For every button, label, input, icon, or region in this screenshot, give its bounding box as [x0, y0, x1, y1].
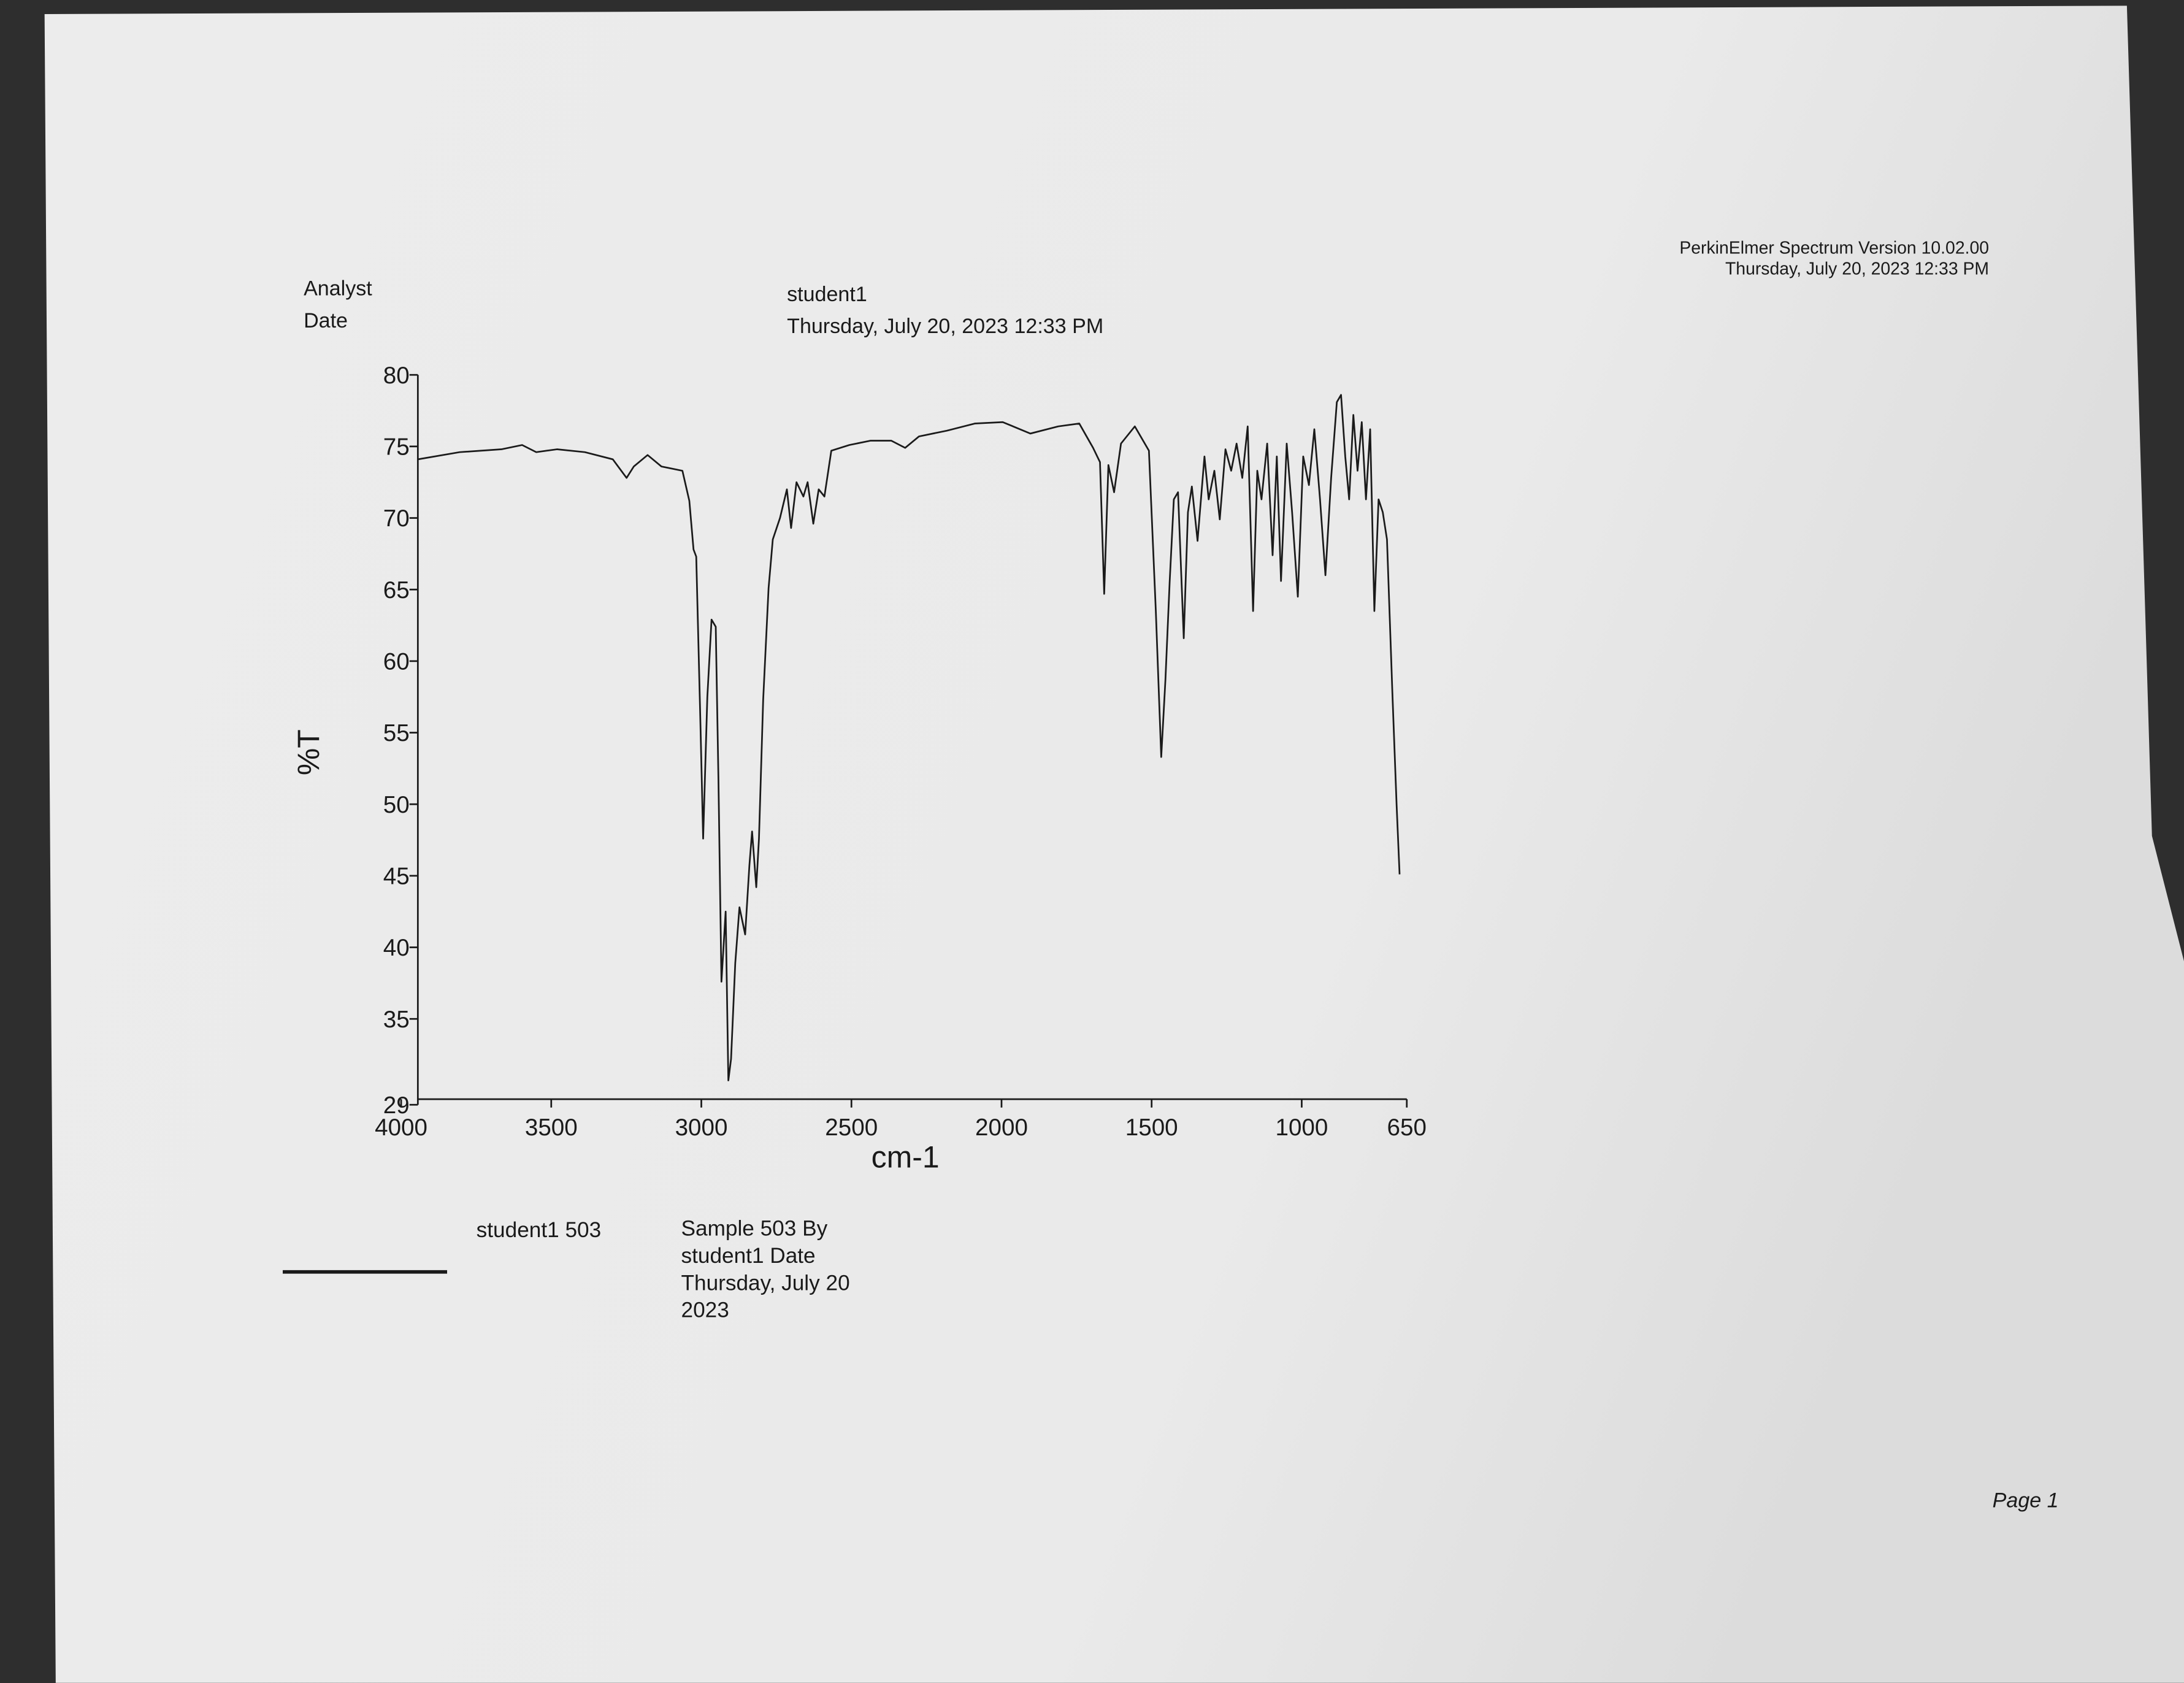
legend-note: student1 Date: [681, 1244, 816, 1268]
x-axis-label: cm-1: [872, 1140, 940, 1174]
spectrum-line: [418, 394, 1401, 1081]
print-date: Thursday, July 20, 2023 12:33 PM: [1725, 259, 1989, 279]
x-tick-label: 1000: [1276, 1114, 1328, 1141]
y-tick-label: 29: [383, 1092, 410, 1119]
x-tick-label: 3000: [675, 1114, 728, 1141]
x-tick-label: 650: [1387, 1114, 1427, 1141]
field-label: Analyst: [304, 277, 372, 301]
y-tick-label: 65: [383, 577, 410, 604]
legend-note: Thursday, July 20: [681, 1271, 850, 1295]
y-tick-label: 55: [383, 720, 410, 746]
y-tick-label: 35: [383, 1006, 410, 1033]
y-tick-label: 50: [383, 792, 410, 818]
y-tick-label: 70: [383, 505, 410, 532]
x-tick-label: 3500: [525, 1114, 578, 1141]
y-tick-label: 45: [383, 864, 410, 890]
software-version: PerkinElmer Spectrum Version 10.02.00: [1679, 239, 1989, 258]
y-tick-label: 40: [383, 935, 410, 961]
legend-note: 2023: [681, 1298, 729, 1322]
x-tick-label: 2500: [825, 1114, 878, 1141]
field-label: Date: [304, 309, 348, 332]
plot: 29 35 40 45 50 55 60 65 70 75 80 4000 3500 3000 2500 20…: [283, 362, 1427, 1322]
y-tick-label: 80: [383, 362, 410, 389]
x-tick-label: 2000: [975, 1114, 1028, 1141]
legend-note: Sample 503 By: [681, 1217, 828, 1241]
y-axis-label: %T: [291, 729, 326, 775]
x-tick-label: 4000: [375, 1114, 427, 1141]
field-value: Thursday, July 20, 2023 12:33 PM: [787, 315, 1103, 338]
y-tick-label: 75: [383, 434, 410, 460]
legend-label: student1 503: [477, 1218, 601, 1242]
y-tick-label: 60: [383, 649, 410, 675]
page-number: Page 1: [1993, 1489, 2059, 1512]
paper: [44, 6, 2184, 1683]
x-tick-label: 1500: [1125, 1114, 1178, 1141]
field-value: student1: [787, 283, 867, 306]
